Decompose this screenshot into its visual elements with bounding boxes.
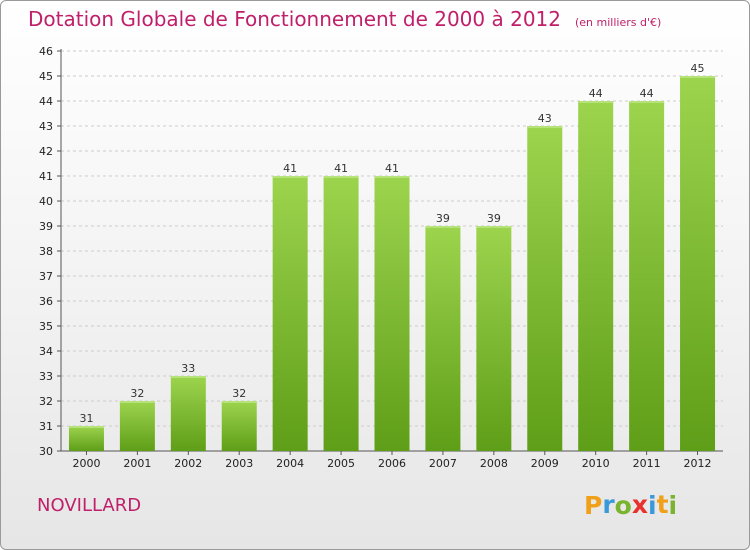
x-tick-label: 2002 bbox=[174, 457, 202, 470]
value-label: 43 bbox=[538, 112, 552, 125]
bar-top-highlight bbox=[578, 101, 614, 103]
logo-letter: r bbox=[602, 490, 615, 519]
bar-2008 bbox=[476, 226, 512, 451]
value-label: 45 bbox=[691, 62, 705, 75]
y-tick-label: 31 bbox=[39, 420, 53, 433]
bar-top-highlight bbox=[119, 401, 155, 403]
y-tick-label: 45 bbox=[39, 70, 53, 83]
bar-top-highlight bbox=[476, 226, 512, 228]
y-tick-label: 39 bbox=[39, 220, 53, 233]
value-label: 44 bbox=[589, 87, 603, 100]
value-label: 32 bbox=[130, 387, 144, 400]
logo-letter: i bbox=[648, 491, 657, 520]
proxiti-logo[interactable]: Proxiti bbox=[584, 490, 678, 520]
value-label: 33 bbox=[181, 362, 195, 375]
y-tick-label: 44 bbox=[39, 95, 53, 108]
bar-top-highlight bbox=[323, 176, 359, 178]
logo-letter: P bbox=[584, 491, 603, 520]
y-tick-label: 38 bbox=[39, 245, 53, 258]
chart-title: Dotation Globale de Fonctionnement de 20… bbox=[28, 7, 661, 31]
bar-2009 bbox=[527, 126, 563, 451]
y-tick-label: 35 bbox=[39, 320, 53, 333]
y-tick-label: 36 bbox=[39, 295, 53, 308]
bar-2007 bbox=[425, 226, 461, 451]
value-label: 41 bbox=[334, 162, 348, 175]
axes: 30 31 32 33 34 35 36 37 38 39 40 41 42 43 44 45 46 2000 20… bbox=[39, 45, 723, 470]
logo-letter: o bbox=[614, 491, 632, 520]
x-tick-label: 2010 bbox=[582, 457, 610, 470]
bar-2001 bbox=[119, 401, 155, 451]
value-label: 39 bbox=[487, 212, 501, 225]
bar-top-highlight bbox=[527, 126, 563, 128]
bars bbox=[68, 76, 716, 451]
y-tick-label: 42 bbox=[39, 145, 53, 158]
x-tick-label: 2000 bbox=[72, 457, 100, 470]
value-label: 39 bbox=[436, 212, 450, 225]
y-tick-label: 40 bbox=[39, 195, 53, 208]
bar-top-highlight bbox=[629, 101, 665, 103]
bar-2005 bbox=[323, 176, 359, 451]
x-tick-label: 2007 bbox=[429, 457, 457, 470]
bar-top-highlight bbox=[68, 426, 104, 428]
bar-2000 bbox=[68, 426, 104, 451]
bar-top-highlight bbox=[374, 176, 410, 178]
value-label: 41 bbox=[385, 162, 399, 175]
y-tick-label: 34 bbox=[39, 345, 53, 358]
y-tick-label: 37 bbox=[39, 270, 53, 283]
y-tick-label: 30 bbox=[39, 445, 53, 458]
x-tick-label: 2001 bbox=[123, 457, 151, 470]
logo-letter: i bbox=[668, 491, 678, 520]
bar-top-highlight bbox=[170, 376, 206, 378]
y-tick-label: 43 bbox=[39, 120, 53, 133]
value-label: 44 bbox=[640, 87, 654, 100]
value-label: 31 bbox=[79, 412, 93, 425]
y-tick-label: 33 bbox=[39, 370, 53, 383]
bar-2002 bbox=[170, 376, 206, 451]
value-label: 32 bbox=[232, 387, 246, 400]
y-tick-label: 46 bbox=[39, 45, 53, 58]
x-tick-label: 2006 bbox=[378, 457, 406, 470]
y-tick-label: 41 bbox=[39, 170, 53, 183]
logo-letter: x bbox=[631, 490, 648, 519]
commune-name: NOVILLARD bbox=[37, 495, 142, 516]
bar-top-highlight bbox=[221, 401, 257, 403]
x-tick-label: 2005 bbox=[327, 457, 355, 470]
x-tick-label: 2003 bbox=[225, 457, 253, 470]
bar-2012 bbox=[680, 76, 716, 451]
bar-top-highlight bbox=[272, 176, 308, 178]
value-label: 41 bbox=[283, 162, 297, 175]
value-labels: 31 32 33 32 41 41 41 39 39 43 44 44 45 bbox=[79, 62, 704, 425]
chart-subtitle: (en milliers d'€) bbox=[575, 16, 662, 29]
bar-2004 bbox=[272, 176, 308, 451]
x-tick-label: 2011 bbox=[633, 457, 661, 470]
x-tick-label: 2004 bbox=[276, 457, 304, 470]
bar-2010 bbox=[578, 101, 614, 451]
bar-2006 bbox=[374, 176, 410, 451]
bar-2003 bbox=[221, 401, 257, 451]
bar-2011 bbox=[629, 101, 665, 451]
bar-top-highlight bbox=[425, 226, 461, 228]
title-text: Dotation Globale de Fonctionnement de 20… bbox=[28, 7, 561, 31]
y-tick-label: 32 bbox=[39, 395, 53, 408]
bar-top-highlight bbox=[680, 76, 716, 78]
logo-letter: t bbox=[656, 490, 669, 519]
x-tick-label: 2009 bbox=[531, 457, 559, 470]
x-tick-label: 2012 bbox=[684, 457, 712, 470]
x-tick-label: 2008 bbox=[480, 457, 508, 470]
